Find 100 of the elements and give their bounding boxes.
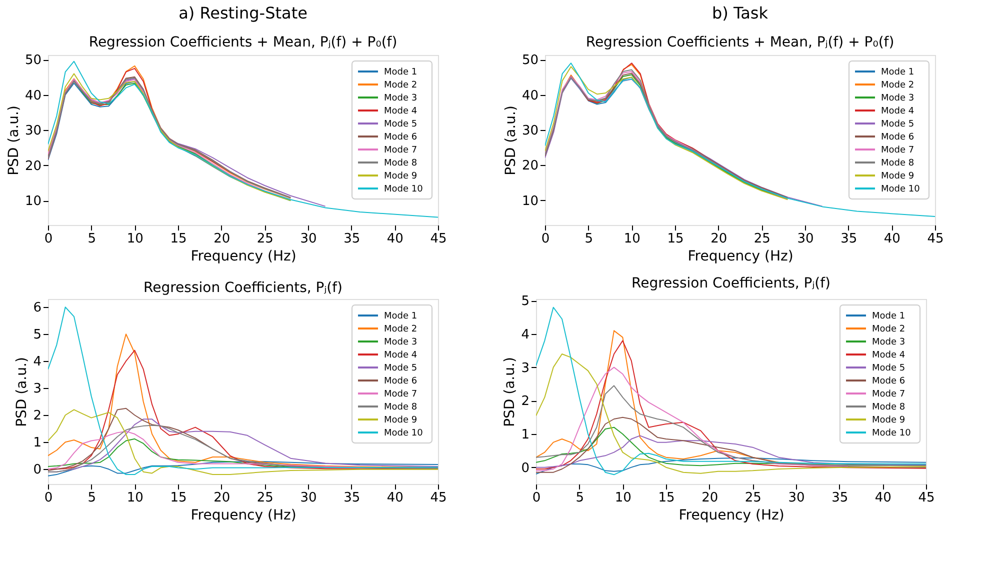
legend-label: Mode 4 bbox=[872, 350, 906, 360]
legend-label: Mode 10 bbox=[872, 428, 912, 438]
y-tick-label: 4 bbox=[521, 328, 530, 342]
y-tick-label: 2 bbox=[521, 394, 530, 410]
legend-label: Mode 1 bbox=[384, 312, 418, 322]
legend-label: Mode 6 bbox=[881, 132, 914, 142]
y-tick-label: 50 bbox=[24, 53, 42, 68]
line-series bbox=[48, 438, 292, 468]
x-tick-label: 20 bbox=[710, 232, 728, 246]
x-tick-label: 5 bbox=[584, 232, 593, 246]
x-axis-title: Frequency (Hz) bbox=[688, 248, 794, 264]
legend-label: Mode 5 bbox=[384, 364, 418, 374]
x-tick-label: 20 bbox=[214, 232, 230, 246]
line-series bbox=[48, 461, 438, 476]
legend-label: Mode 10 bbox=[384, 184, 424, 194]
x-tick-label: 15 bbox=[170, 490, 187, 506]
chart-subtitle: Regression Coefficients + Mean, Pⱼ(f) + P₀(f) bbox=[586, 34, 894, 51]
x-tick-label: 5 bbox=[88, 232, 96, 246]
legend-label: Mode 10 bbox=[384, 428, 424, 438]
legend-label: Mode 5 bbox=[881, 120, 914, 130]
x-tick-label: 10 bbox=[126, 232, 144, 246]
x-tick-label: 20 bbox=[702, 490, 718, 506]
y-tick-label: 2 bbox=[33, 408, 42, 424]
y-tick-label: 20 bbox=[522, 158, 538, 174]
legend-label: Mode 2 bbox=[881, 80, 914, 90]
x-tick-label: 30 bbox=[300, 232, 317, 246]
chart-title: Regression Coefficients, Pⱼ(f) bbox=[631, 276, 831, 292]
legend-label: Mode 7 bbox=[881, 146, 914, 156]
y-tick-label: 0 bbox=[521, 460, 530, 476]
legend-label: Mode 3 bbox=[384, 94, 418, 104]
x-tick-label: 30 bbox=[788, 490, 805, 506]
legend-label: Mode 1 bbox=[872, 312, 906, 322]
legend-label: Mode 9 bbox=[384, 416, 418, 426]
x-tick-label: 15 bbox=[170, 232, 187, 246]
x-tick-label: 0 bbox=[44, 232, 53, 246]
legend-label: Mode 6 bbox=[872, 376, 906, 386]
y-axis-title: PSD (a.u.) bbox=[6, 106, 22, 176]
x-tick-label: 40 bbox=[874, 490, 892, 506]
legend-label: Mode 2 bbox=[384, 324, 418, 334]
legend-label: Mode 8 bbox=[384, 402, 418, 412]
x-tick-label: 15 bbox=[667, 232, 684, 246]
chart-title: a) Resting-State bbox=[178, 4, 308, 23]
y-tick-label: 50 bbox=[522, 53, 538, 68]
legend-label: Mode 5 bbox=[872, 364, 906, 374]
legend-label: Mode 4 bbox=[881, 106, 914, 116]
y-axis-title: PSD (a.u.) bbox=[502, 357, 518, 427]
x-axis-title: Frequency (Hz) bbox=[190, 508, 296, 524]
x-axis-title: Frequency (Hz) bbox=[190, 248, 296, 264]
legend-label: Mode 8 bbox=[872, 402, 906, 412]
x-tick-label: 0 bbox=[541, 232, 550, 246]
x-tick-label: 25 bbox=[744, 490, 762, 506]
legend-label: Mode 10 bbox=[881, 184, 920, 194]
legend-label: Mode 5 bbox=[384, 120, 418, 130]
y-tick-label: 1 bbox=[33, 436, 42, 451]
legend-label: Mode 7 bbox=[872, 390, 906, 400]
x-tick-label: 20 bbox=[214, 490, 230, 506]
legend-label: Mode 3 bbox=[872, 338, 906, 348]
legend-label: Mode 6 bbox=[384, 132, 418, 142]
y-tick-label: 10 bbox=[24, 194, 42, 210]
y-tick-label: 30 bbox=[522, 123, 538, 138]
line-series bbox=[536, 435, 926, 468]
line-series bbox=[48, 60, 438, 218]
x-tick-label: 40 bbox=[884, 232, 900, 246]
line-series bbox=[48, 306, 438, 476]
x-tick-label: 45 bbox=[430, 490, 447, 506]
legend-label: Mode 3 bbox=[384, 338, 418, 348]
legend-label: Mode 1 bbox=[881, 68, 914, 78]
y-tick-label: 1 bbox=[521, 428, 530, 442]
legend-label: Mode 9 bbox=[384, 172, 418, 182]
x-tick-label: 10 bbox=[126, 490, 144, 506]
legend-label: Mode 9 bbox=[881, 172, 914, 182]
x-tick-label: 5 bbox=[88, 490, 96, 506]
x-tick-label: 35 bbox=[832, 490, 848, 506]
chart-title: Regression Coefficients, Pⱼ(f) bbox=[143, 280, 343, 296]
y-tick-label: 0 bbox=[33, 462, 42, 478]
x-tick-label: 15 bbox=[658, 490, 675, 506]
y-tick-label: 5 bbox=[521, 294, 530, 310]
line-series bbox=[536, 458, 926, 474]
line-series bbox=[536, 366, 848, 472]
legend-label: Mode 8 bbox=[881, 158, 914, 168]
x-tick-label: 45 bbox=[927, 232, 944, 246]
y-tick-label: 40 bbox=[522, 88, 538, 104]
y-tick-label: 6 bbox=[33, 300, 42, 316]
y-tick-label: 10 bbox=[522, 194, 538, 209]
x-tick-label: 45 bbox=[430, 232, 447, 246]
x-tick-label: 35 bbox=[344, 490, 360, 506]
y-tick-label: 20 bbox=[24, 158, 42, 174]
y-axis-title: PSD (a.u.) bbox=[502, 106, 519, 176]
x-tick-label: 35 bbox=[344, 232, 360, 246]
y-tick-label: 5 bbox=[33, 328, 42, 343]
legend-label: Mode 6 bbox=[384, 376, 418, 386]
x-tick-label: 40 bbox=[386, 232, 404, 246]
x-tick-label: 40 bbox=[386, 490, 404, 506]
x-tick-label: 25 bbox=[256, 490, 274, 506]
legend-label: Mode 9 bbox=[872, 416, 906, 426]
line-series bbox=[48, 430, 360, 470]
line-series bbox=[545, 62, 935, 218]
y-tick-label: 40 bbox=[24, 88, 42, 104]
legend-label: Mode 7 bbox=[384, 390, 418, 400]
legend-label: Mode 4 bbox=[384, 350, 418, 360]
